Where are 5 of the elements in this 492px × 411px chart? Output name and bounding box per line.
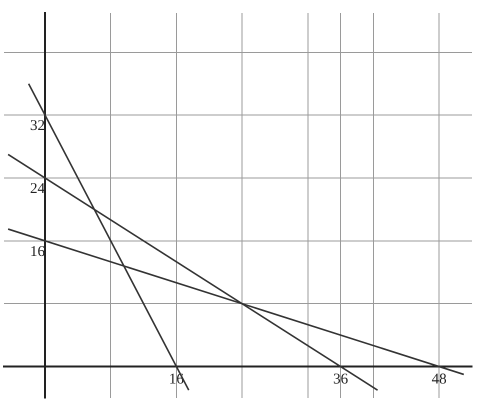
y-tick-label: 32 bbox=[30, 118, 46, 134]
y-tick-label: 24 bbox=[30, 180, 46, 197]
x-tick-label: 48 bbox=[432, 372, 447, 388]
x-tick-label: 36 bbox=[333, 372, 349, 388]
y-tick-label: 16 bbox=[30, 244, 46, 260]
